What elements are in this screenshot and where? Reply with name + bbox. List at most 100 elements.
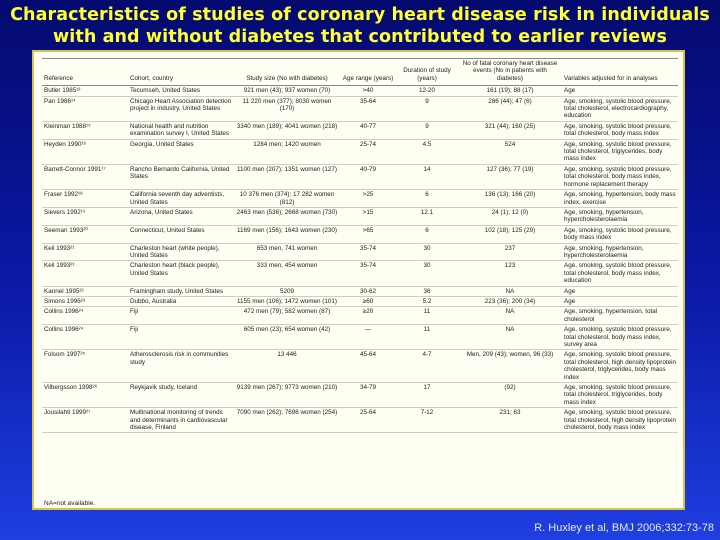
cell-variables: Age, smoking, systolic blood pressure, t… xyxy=(564,165,672,188)
cell-age-range: 40-77 xyxy=(359,122,377,130)
cell-age-range: 35-74 xyxy=(359,262,377,270)
cell-reference: Fraser 1992¹⁸ xyxy=(44,191,83,199)
cell-variables: Age, smoking, hypertension, hypercholest… xyxy=(564,208,644,224)
cell-variables: Age, smoking, systolic blood pressure, t… xyxy=(564,384,672,406)
cell-age-range: 34-79 xyxy=(359,384,377,392)
cell-cohort: Fiji xyxy=(130,308,139,316)
cell-study-size: 1100 men (207); 1351 women (127) xyxy=(237,165,337,173)
cell-study-size: 7090 men (262); 7696 women (254) xyxy=(236,409,338,417)
cell-events: 231; 63 xyxy=(499,409,521,417)
cell-events: 24 (1); 12 (0) xyxy=(491,208,529,216)
cell-study-size: 9139 men (267); 9773 women (210) xyxy=(236,384,338,392)
slide-title: Characteristics of studies of coronary h… xyxy=(10,5,710,47)
cell-events: NA xyxy=(505,287,515,295)
cell-reference: Kleinman 1988¹⁵ xyxy=(44,122,91,130)
cell-reference: Sievers 1992¹⁹ xyxy=(44,208,86,216)
cell-study-size: 605 men (23); 654 women (42) xyxy=(243,326,331,334)
cell-variables: Age xyxy=(564,297,576,305)
table-body: Butler 1985¹³ Tecumseh, United States 921 … xyxy=(42,86,678,433)
cell-reference: Collins 1996²⁴ xyxy=(44,326,84,334)
cell-duration: 4.5 xyxy=(422,140,432,148)
cell-events: 161 (19); 88 (17) xyxy=(486,87,534,95)
cell-cohort: Framingham study, United States xyxy=(130,287,223,295)
table-footnote: NA=not available. xyxy=(44,500,96,507)
table-row: Sievers 1992¹⁹ Arizona, United States 2463… xyxy=(42,207,678,226)
cell-cohort: Chicago Heart Association detection proj… xyxy=(130,97,232,113)
table-row: Folsom 1997²⁵ Atherosclerosis risk in com… xyxy=(42,350,678,383)
cell-study-size: 10 376 men (374); 17 282 women (812) xyxy=(239,191,335,206)
cell-cohort: Multinational monitoring of trends and d… xyxy=(130,409,228,432)
cell-events: (92) xyxy=(504,384,516,392)
cell-cohort: National health and nutrition examinatio… xyxy=(130,122,230,138)
cell-reference: Kannel 1995²² xyxy=(44,287,84,295)
cell-events: 237 xyxy=(504,244,516,252)
table-row: Barrett-Connor 1991¹⁷ Rancho Bernardo Cal… xyxy=(42,164,678,190)
cell-reference: Jousilahti 1999²⁷ xyxy=(44,409,91,417)
cell-events: NA xyxy=(505,326,515,334)
table-panel: Reference Cohort, country Study size (No w… xyxy=(32,50,685,510)
cell-variables: Age, smoking, hypertension, hypercholest… xyxy=(564,244,644,259)
table-row: Keil 1993²¹ Charleston heart (white peopl… xyxy=(42,243,678,261)
cell-cohort: Arizona, United States xyxy=(130,208,193,216)
cell-study-size: 921 men (43); 937 women (70) xyxy=(243,87,331,95)
cell-duration: 12-20 xyxy=(418,87,436,95)
column-header-study-size: Study size (No with diabetes) xyxy=(234,57,340,87)
cell-age-range: 40-79 xyxy=(359,165,377,173)
cell-age-range: ≥20 xyxy=(362,308,374,316)
table-row: Collins 1996²⁴ Fiji 605 men (23); 654 wome… xyxy=(42,325,678,350)
column-header-age-range: Age range (years) xyxy=(340,57,396,87)
cell-duration: 17 xyxy=(423,384,431,392)
cell-duration: 6 xyxy=(425,191,429,199)
cell-events: 286 (44); 47 (6) xyxy=(488,97,532,105)
cell-age-range: >15 xyxy=(362,208,374,216)
table-row: Collins 1996²⁴ Fiji 472 men (79); 582 wome… xyxy=(42,307,678,325)
table-header: Reference Cohort, country Study size (No w… xyxy=(42,57,678,87)
cell-age-range: 25-64 xyxy=(359,409,377,417)
table-row: Fraser 1992¹⁸ California seventh day adve… xyxy=(42,190,678,208)
source-citation: R. Huxley et al, BMJ 2006;332:73-78 xyxy=(534,522,714,534)
table-row: Pan 1986¹⁴ Chicago Heart Association dete… xyxy=(42,96,678,122)
table-row: Simons 1996²³ Dubbo, Australia 1155 men (1… xyxy=(42,296,678,307)
cell-reference: Barrett-Connor 1991¹⁷ xyxy=(44,165,106,173)
column-header-events: No of fatal coronary heart disease event… xyxy=(458,57,562,87)
cell-events: Men, 209 (43); women, 96 (33) xyxy=(466,351,554,359)
cell-events: 524 xyxy=(504,140,516,148)
cell-study-size: 472 men (79); 582 women (87) xyxy=(243,308,331,316)
cell-age-range: 35-64 xyxy=(359,97,377,105)
table-row: Keil 1993²¹ Charleston heart (black peopl… xyxy=(42,261,678,287)
cell-variables: Age, smoking, systolic blood pressure, t… xyxy=(564,262,672,285)
cell-cohort: Rancho Bernardo California, United State… xyxy=(130,165,230,181)
cell-cohort: Tecumseh, United States xyxy=(130,87,201,95)
cell-study-size: 3340 men (189); 4041 women (218) xyxy=(236,122,338,130)
cell-cohort: Fiji xyxy=(130,326,139,334)
cell-reference: Butler 1985¹³ xyxy=(44,87,81,95)
cell-cohort: Atherosclerosis risk in communities stud… xyxy=(130,351,229,366)
cell-events: 123 xyxy=(504,262,516,270)
cell-events: 102 (18); 125 (29) xyxy=(484,226,536,234)
cell-age-range: 30-62 xyxy=(359,287,377,295)
cell-duration: 30 xyxy=(423,244,431,252)
cell-duration: 9 xyxy=(425,97,429,105)
cell-study-size: 13 446 xyxy=(277,351,297,359)
table-row: Seeman 1993²⁰ Connecticut, United States 1… xyxy=(42,225,678,244)
cell-reference: Collins 1996²⁴ xyxy=(44,308,84,316)
cell-study-size: 1284 men; 1420 women xyxy=(253,140,321,148)
cell-duration: 11 xyxy=(423,326,431,334)
cell-variables: Age, smoking, systolic blood pressure, b… xyxy=(564,226,672,242)
cell-study-size: 11 220 men (377); 8030 women (170) xyxy=(242,97,332,113)
cell-events: 136 (13); 166 (20) xyxy=(484,191,536,199)
cell-cohort: California seventh day adventists, Unite… xyxy=(130,191,225,206)
cell-age-range: 25-74 xyxy=(359,140,377,148)
cell-variables: Age, smoking, systolic blood pressure, t… xyxy=(564,97,672,120)
cell-age-range: ≥60 xyxy=(362,297,374,305)
cell-age-range: >25 xyxy=(362,191,374,199)
cell-duration: 6 xyxy=(425,226,429,234)
cell-variables: Age xyxy=(564,87,576,95)
cell-events: NA xyxy=(505,308,515,316)
cell-cohort: Dubbo, Australia xyxy=(130,297,177,305)
cell-cohort: Connecticut, United States xyxy=(130,226,205,234)
table-row: Kannel 1995²² Framingham study, United St… xyxy=(42,286,678,297)
cell-duration: 36 xyxy=(423,287,431,295)
cell-variables: Age, smoking, systolic blood pressure, t… xyxy=(564,122,672,138)
cell-age-range: — xyxy=(364,326,372,334)
